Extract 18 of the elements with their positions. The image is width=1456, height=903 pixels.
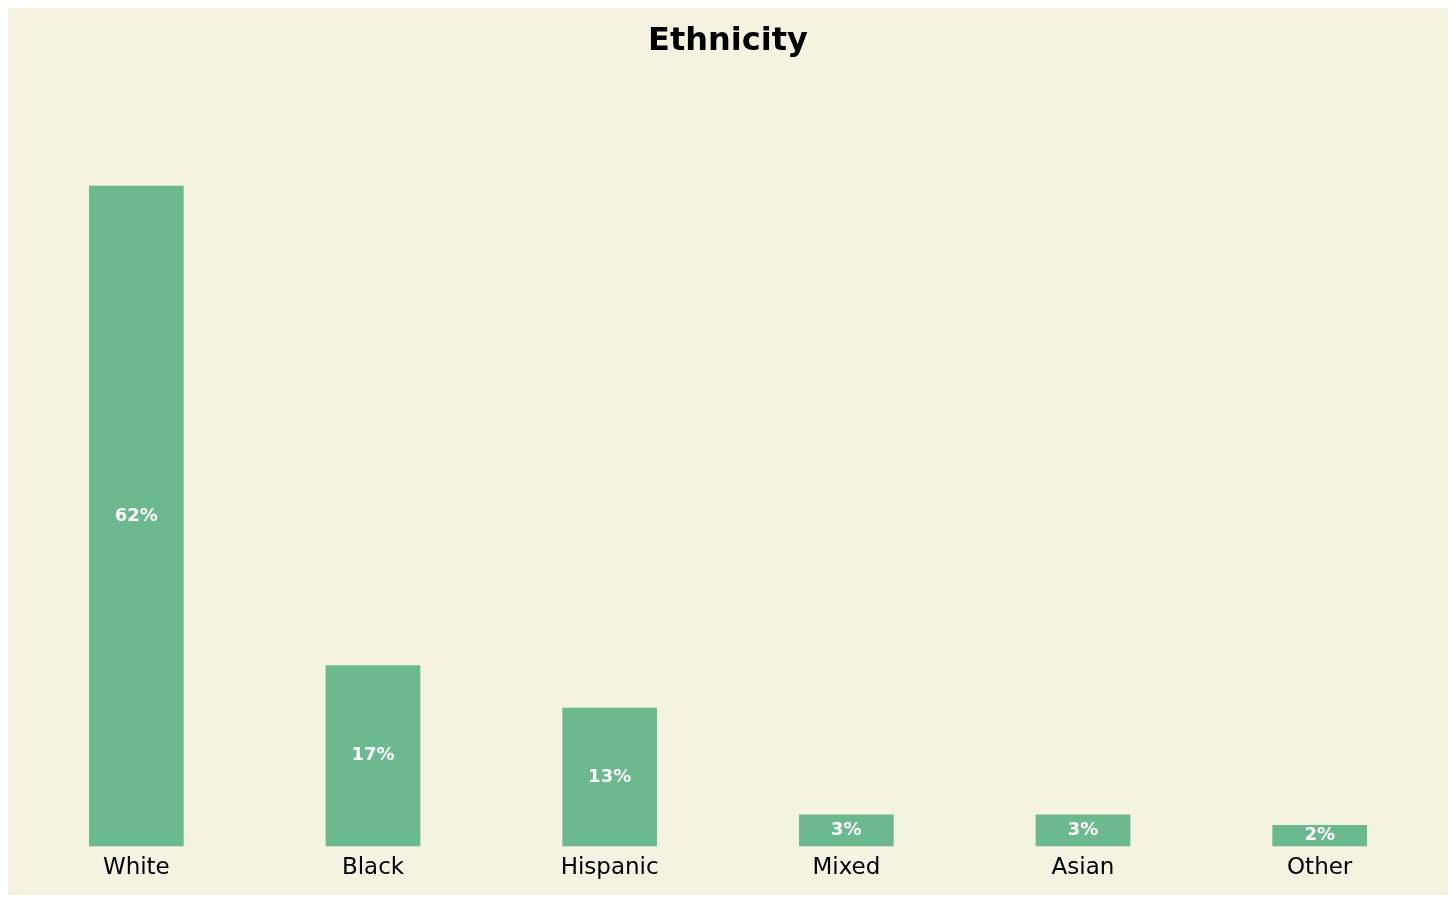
- bar: [325, 665, 421, 847]
- data-label: 62%: [114, 503, 158, 525]
- data-label: 13%: [588, 764, 632, 786]
- x-tick-label: Hispanic: [560, 853, 659, 880]
- bar: [562, 707, 657, 847]
- data-label: 3%: [831, 818, 862, 840]
- x-tick-label: Other: [1287, 853, 1353, 880]
- x-tick-label: Black: [341, 853, 405, 880]
- chart-title: Ethnicity: [648, 19, 809, 58]
- x-tick-label: Mixed: [812, 853, 881, 880]
- data-label: 2%: [1304, 823, 1335, 845]
- bar: [799, 814, 894, 847]
- x-tick-label: White: [102, 853, 170, 880]
- data-label: 3%: [1067, 818, 1099, 840]
- data-label: 17%: [351, 743, 395, 765]
- x-tick-label: Asian: [1051, 853, 1115, 880]
- bar: [89, 185, 184, 847]
- bar: [1035, 814, 1131, 847]
